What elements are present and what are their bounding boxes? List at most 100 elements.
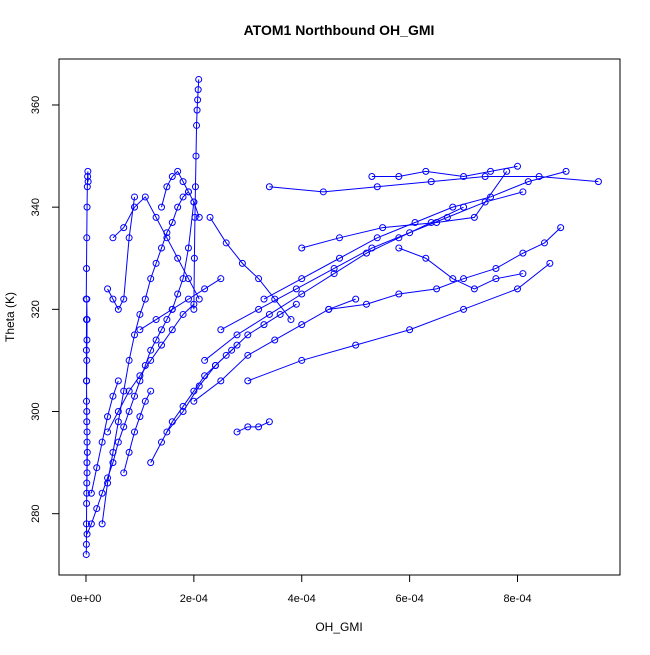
data-point [83,203,91,211]
data-point [125,356,133,364]
data-point [411,218,419,226]
data-point [190,397,198,405]
data-point [492,275,500,283]
series-lines [85,79,599,555]
data-point [298,290,306,298]
data-point [109,295,117,303]
data-point [179,408,187,416]
data-point [373,183,381,191]
data-point [179,193,187,201]
data-point [238,259,246,267]
data-point [141,397,149,405]
series-points [82,75,602,559]
x-axis-label: OH_GMI [315,620,362,634]
data-point [114,377,122,385]
data-point [179,310,187,318]
data-point [98,489,106,497]
data-point [125,448,133,456]
data-point [83,428,91,436]
data-point [104,285,112,293]
data-point [125,234,133,242]
data-point [168,326,176,334]
data-point [298,244,306,252]
data-point [184,244,192,252]
data-point [120,224,128,232]
data-point [82,295,90,303]
data-point [152,316,160,324]
data-point [535,173,543,180]
data-point [336,234,343,242]
data-point [292,300,300,308]
data-point [193,106,201,114]
x-axis: 0e+00 2e-04 4e-04 6e-04 8e-04 [71,574,532,605]
series-line [123,390,152,473]
data-point [83,530,91,538]
data-point [157,341,165,349]
data-point [406,229,414,237]
data-point [83,408,91,416]
data-point [271,336,279,344]
data-point [503,167,511,175]
data-point [125,408,133,416]
data-point [163,428,171,436]
data-point [524,178,532,186]
data-point [379,224,387,232]
chart-title: ATOM1 Northbound OH_GMI [244,22,435,38]
data-point [211,362,219,370]
data-point [449,203,457,211]
data-point [330,270,338,278]
data-point [83,356,91,364]
data-point [83,499,91,507]
data-point [131,193,139,201]
data-point [192,152,200,160]
data-point [163,229,171,237]
data-point [265,310,273,318]
data-point [233,428,241,436]
y-tick-label: 280 [30,505,42,523]
data-point [244,377,252,385]
data-point [395,244,403,252]
data-point [131,392,139,400]
data-point [82,346,90,354]
series-line [247,262,551,382]
y-tick-label: 320 [30,300,42,318]
data-point [244,423,252,431]
data-point [395,173,403,180]
data-point [233,331,241,339]
data-point [83,377,91,385]
data-point [519,249,527,257]
data-point [195,382,203,390]
data-point [460,203,468,211]
data-point [179,275,187,283]
data-point [233,341,241,349]
data-point [190,254,198,262]
data-point [433,218,441,226]
data-point [562,167,570,175]
data-point [460,305,468,313]
data-point [93,505,101,513]
data-point [98,438,106,446]
data-point [298,356,306,364]
data-point [492,264,500,272]
data-point [395,234,403,242]
data-point [147,459,155,467]
data-point [362,300,370,308]
data-point [84,173,92,180]
data-point [319,188,327,196]
x-tick-label: 4e-04 [288,593,316,605]
series-line [101,191,189,524]
data-point [174,167,182,175]
data-point [141,295,149,303]
data-point [120,387,128,395]
data-point [114,418,122,426]
data-point [193,121,201,129]
data-point [191,213,199,221]
data-point [109,392,117,400]
x-tick-label: 2e-04 [180,593,208,605]
data-point [147,356,155,364]
data-point [195,295,203,303]
data-point [82,551,90,559]
data-point [194,96,202,104]
series-line [107,303,195,433]
data-point [255,423,263,431]
